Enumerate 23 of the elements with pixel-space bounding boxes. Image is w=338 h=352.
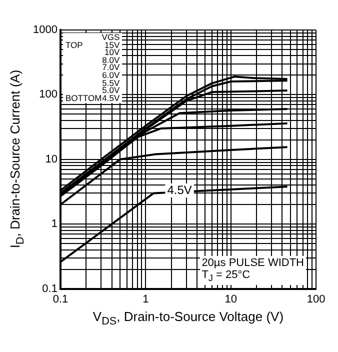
annotation: 15V (104, 40, 120, 50)
annotation: 4.5V (102, 92, 120, 103)
annotation: 10V (104, 47, 120, 58)
annotation: 6.0V (102, 70, 120, 80)
annotation: TOP (65, 40, 84, 50)
annotation: 5.5V (102, 78, 120, 88)
annotation: 8.0V (102, 54, 120, 65)
y-tick-label: 0.1 (42, 282, 58, 295)
x-tick-label: 100 (306, 293, 326, 306)
annotation: 20µs PULSE WIDTH (202, 256, 304, 269)
y-tick-label: 1 (51, 218, 58, 230)
x-tick-label: 1 (142, 293, 149, 306)
x-axis-title: V$_{DS}$, Drain-to-Source Voltage (V) (92, 308, 285, 328)
annotation: VGS (102, 32, 120, 42)
annotation: 4.5V (167, 182, 192, 197)
y-tick-label: 10 (45, 153, 58, 166)
annotation: 5.0V (102, 85, 120, 96)
y-tick-label: 1000 (32, 24, 58, 36)
y-tick-label: 100 (39, 88, 58, 101)
x-tick-label: 10 (224, 293, 237, 306)
annotation: 7.0V (102, 62, 120, 72)
annotation: T$_{J}$ = 25°C (202, 268, 252, 284)
annotation: BOTTOM (65, 92, 102, 103)
